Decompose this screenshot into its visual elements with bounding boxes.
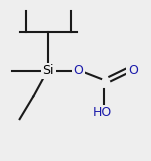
Text: O: O bbox=[74, 64, 84, 77]
Text: Si: Si bbox=[43, 64, 54, 77]
Text: O: O bbox=[128, 64, 138, 77]
Text: HO: HO bbox=[93, 106, 112, 119]
